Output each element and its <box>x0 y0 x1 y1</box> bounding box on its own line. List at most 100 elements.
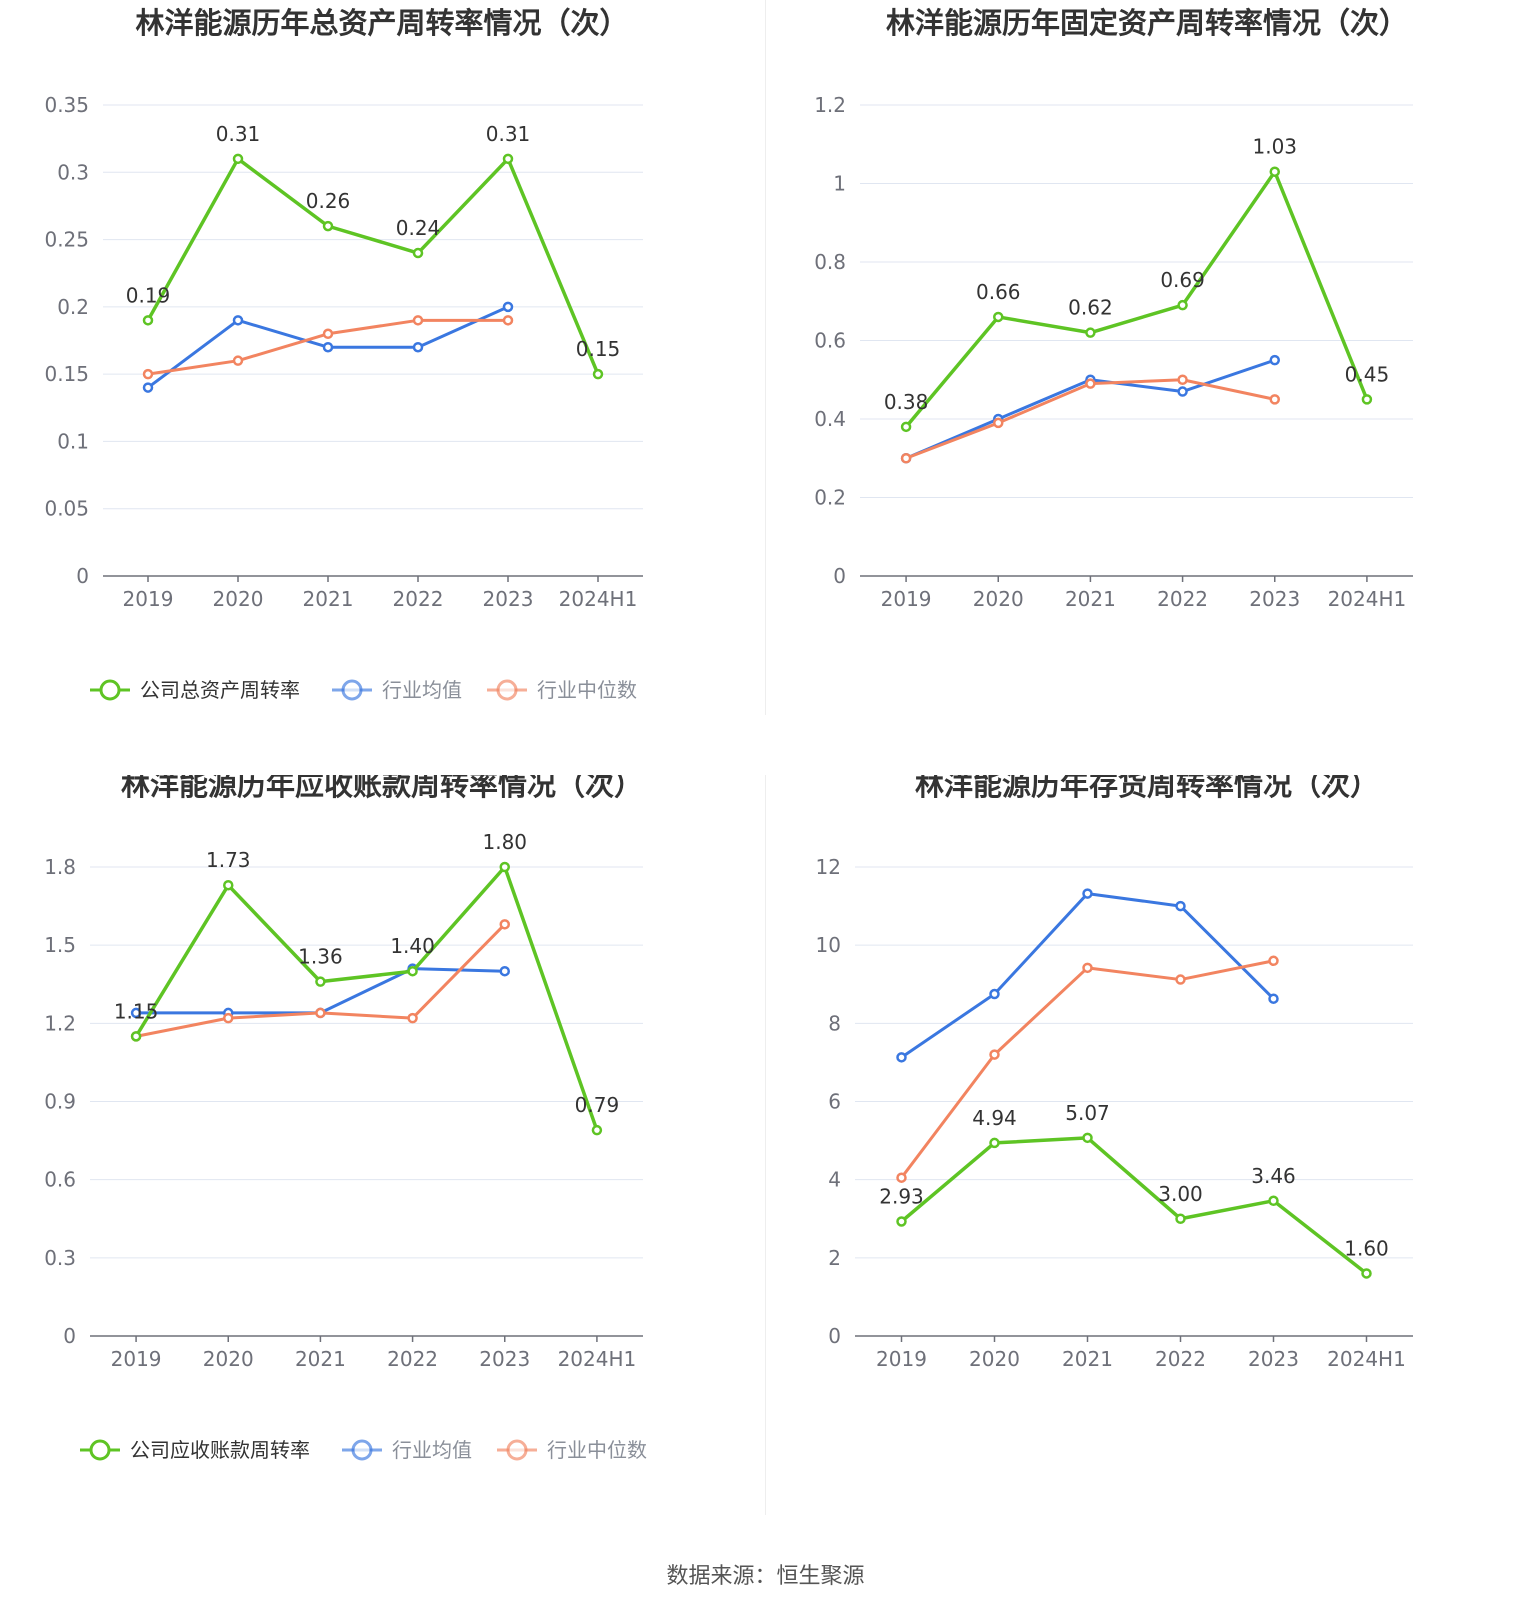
data-point-median <box>1268 955 1279 967</box>
y-tick-label: 0.6 <box>44 1168 76 1192</box>
data-label: 3.00 <box>1158 1182 1203 1206</box>
data-label: 4.94 <box>972 1106 1017 1130</box>
data-point-company <box>1177 299 1188 311</box>
x-tick-label: 2020 <box>203 1347 254 1371</box>
data-point-avg <box>322 341 334 353</box>
x-tick-label: 2023 <box>1249 587 1300 611</box>
data-point-median <box>315 1007 326 1019</box>
data-label: 0.24 <box>396 216 441 240</box>
y-tick-label: 1.8 <box>44 855 76 879</box>
data-point-company <box>592 368 604 380</box>
x-tick-label: 2020 <box>213 587 264 611</box>
data-point-median <box>142 368 154 380</box>
y-tick-label: 0.35 <box>44 93 89 117</box>
data-label: 1.80 <box>482 830 527 854</box>
x-tick-label: 2021 <box>295 1347 346 1371</box>
x-tick-label: 2024H1 <box>558 1347 637 1371</box>
y-tick-label: 0.05 <box>44 497 89 521</box>
legend-item-company[interactable]: 公司总资产周转率 <box>90 678 300 702</box>
legend-marker <box>351 1439 373 1461</box>
data-point-company <box>407 965 418 977</box>
data-point-company <box>989 1137 1000 1149</box>
legend-item-median[interactable]: 行业中位数 <box>497 1438 647 1462</box>
data-point-avg <box>1269 354 1280 366</box>
legend-item-avg[interactable]: 行业均值 <box>332 678 462 702</box>
data-point-median <box>407 1012 418 1024</box>
data-point-median <box>502 315 514 326</box>
legend-marker <box>341 679 363 701</box>
y-tick-label: 0.2 <box>57 295 89 319</box>
data-label: 3.46 <box>1251 1164 1296 1188</box>
data-label: 0.69 <box>1160 268 1205 292</box>
x-tick-label: 2023 <box>479 1347 530 1371</box>
y-tick-label: 0 <box>63 1324 76 1348</box>
data-label: 0.26 <box>306 189 351 213</box>
data-label: 0.66 <box>976 280 1021 304</box>
data-label: 0.31 <box>216 122 261 146</box>
data-point-avg <box>232 315 244 326</box>
data-label: 1.36 <box>298 945 343 969</box>
data-point-avg <box>412 341 424 353</box>
data-label: 0.45 <box>1345 362 1390 386</box>
legend-label: 行业均值 <box>392 1438 472 1462</box>
data-point-company <box>900 421 912 433</box>
chart-receivables-turnover: 林洋能源历年应收账款周转率情况（次） 0 0.3 0.6 0.9 1.2 1.5 1.8 201… <box>0 775 765 1555</box>
data-point-company <box>412 247 424 259</box>
data-point-company <box>591 1124 603 1136</box>
data-label: 1.03 <box>1252 135 1297 159</box>
x-tick-label: 2019 <box>111 1347 162 1371</box>
data-point-company <box>1269 166 1280 177</box>
data-point-median <box>412 315 424 326</box>
y-tick-label: 12 <box>816 855 841 879</box>
y-tick-label: 0.8 <box>814 250 846 274</box>
y-tick-label: 1 <box>833 172 846 196</box>
chart-fixed-asset-turnover: 林洋能源历年固定资产周转率情况（次） 0 0.2 0.4 0.6 0.8 1 1.2 2019 2… <box>765 0 1530 780</box>
data-point-avg <box>989 988 1000 1000</box>
data-point-company <box>896 1216 907 1227</box>
x-tick-label: 2021 <box>1065 587 1116 611</box>
data-point-median <box>900 453 912 464</box>
y-tick-label: 8 <box>828 1011 841 1035</box>
x-tick-label: 2020 <box>973 587 1024 611</box>
data-point-company <box>1361 1268 1372 1279</box>
data-label: 1.60 <box>1344 1236 1389 1260</box>
data-label: 0.19 <box>126 283 171 307</box>
legend-item-median[interactable]: 行业中位数 <box>487 678 637 702</box>
data-point-median <box>1177 374 1188 385</box>
y-tick-label: 1.5 <box>44 933 76 957</box>
data-label: 1.40 <box>390 934 435 958</box>
legend-item-avg[interactable]: 行业均值 <box>342 1438 472 1462</box>
data-point-company <box>130 1031 142 1042</box>
data-point-company <box>499 861 510 873</box>
data-label: 2.93 <box>879 1184 924 1208</box>
data-point-median <box>1269 394 1280 405</box>
x-tick-label: 2022 <box>387 1347 438 1371</box>
data-label: 0.31 <box>486 122 531 146</box>
data-point-company <box>1268 1195 1279 1207</box>
data-point-avg <box>1268 993 1279 1004</box>
chart-svg: 林洋能源历年应收账款周转率情况（次） 0 0.3 0.6 0.9 1.2 1.5 1.8 201… <box>44 775 647 1462</box>
data-point-company <box>1175 1213 1186 1224</box>
y-tick-label: 0.9 <box>44 1090 76 1114</box>
series-line-avg <box>136 967 505 1015</box>
y-tick-label: 1.2 <box>44 1011 76 1035</box>
chart-title: 林洋能源历年固定资产周转率情况（次） <box>886 6 1408 40</box>
legend-label: 行业均值 <box>382 678 462 702</box>
data-point-company <box>142 315 154 326</box>
series-line-company <box>146 157 600 375</box>
chart-title: 林洋能源历年应收账款周转率情况（次） <box>121 775 643 802</box>
data-point-company <box>232 153 244 165</box>
series-line-median <box>900 959 1274 1179</box>
y-tick-label: 0 <box>833 564 846 588</box>
legend-item-company[interactable]: 公司应收账款周转率 <box>80 1438 310 1462</box>
x-tick-label: 2022 <box>1155 1347 1206 1371</box>
legend-marker <box>89 1439 111 1461</box>
x-tick-label: 2019 <box>876 1347 927 1371</box>
data-point-company <box>502 153 514 165</box>
series-line-avg <box>900 892 1275 1059</box>
chart-svg: 林洋能源历年总资产周转率情况（次） 0 0.05 0.1 0.15 0.2 0.25 0.3 0… <box>44 6 643 702</box>
data-point-company <box>1082 1132 1093 1144</box>
x-tick-label: 2022 <box>1157 587 1208 611</box>
y-tick-label: 2 <box>828 1246 841 1270</box>
x-tick-label: 2019 <box>881 587 932 611</box>
